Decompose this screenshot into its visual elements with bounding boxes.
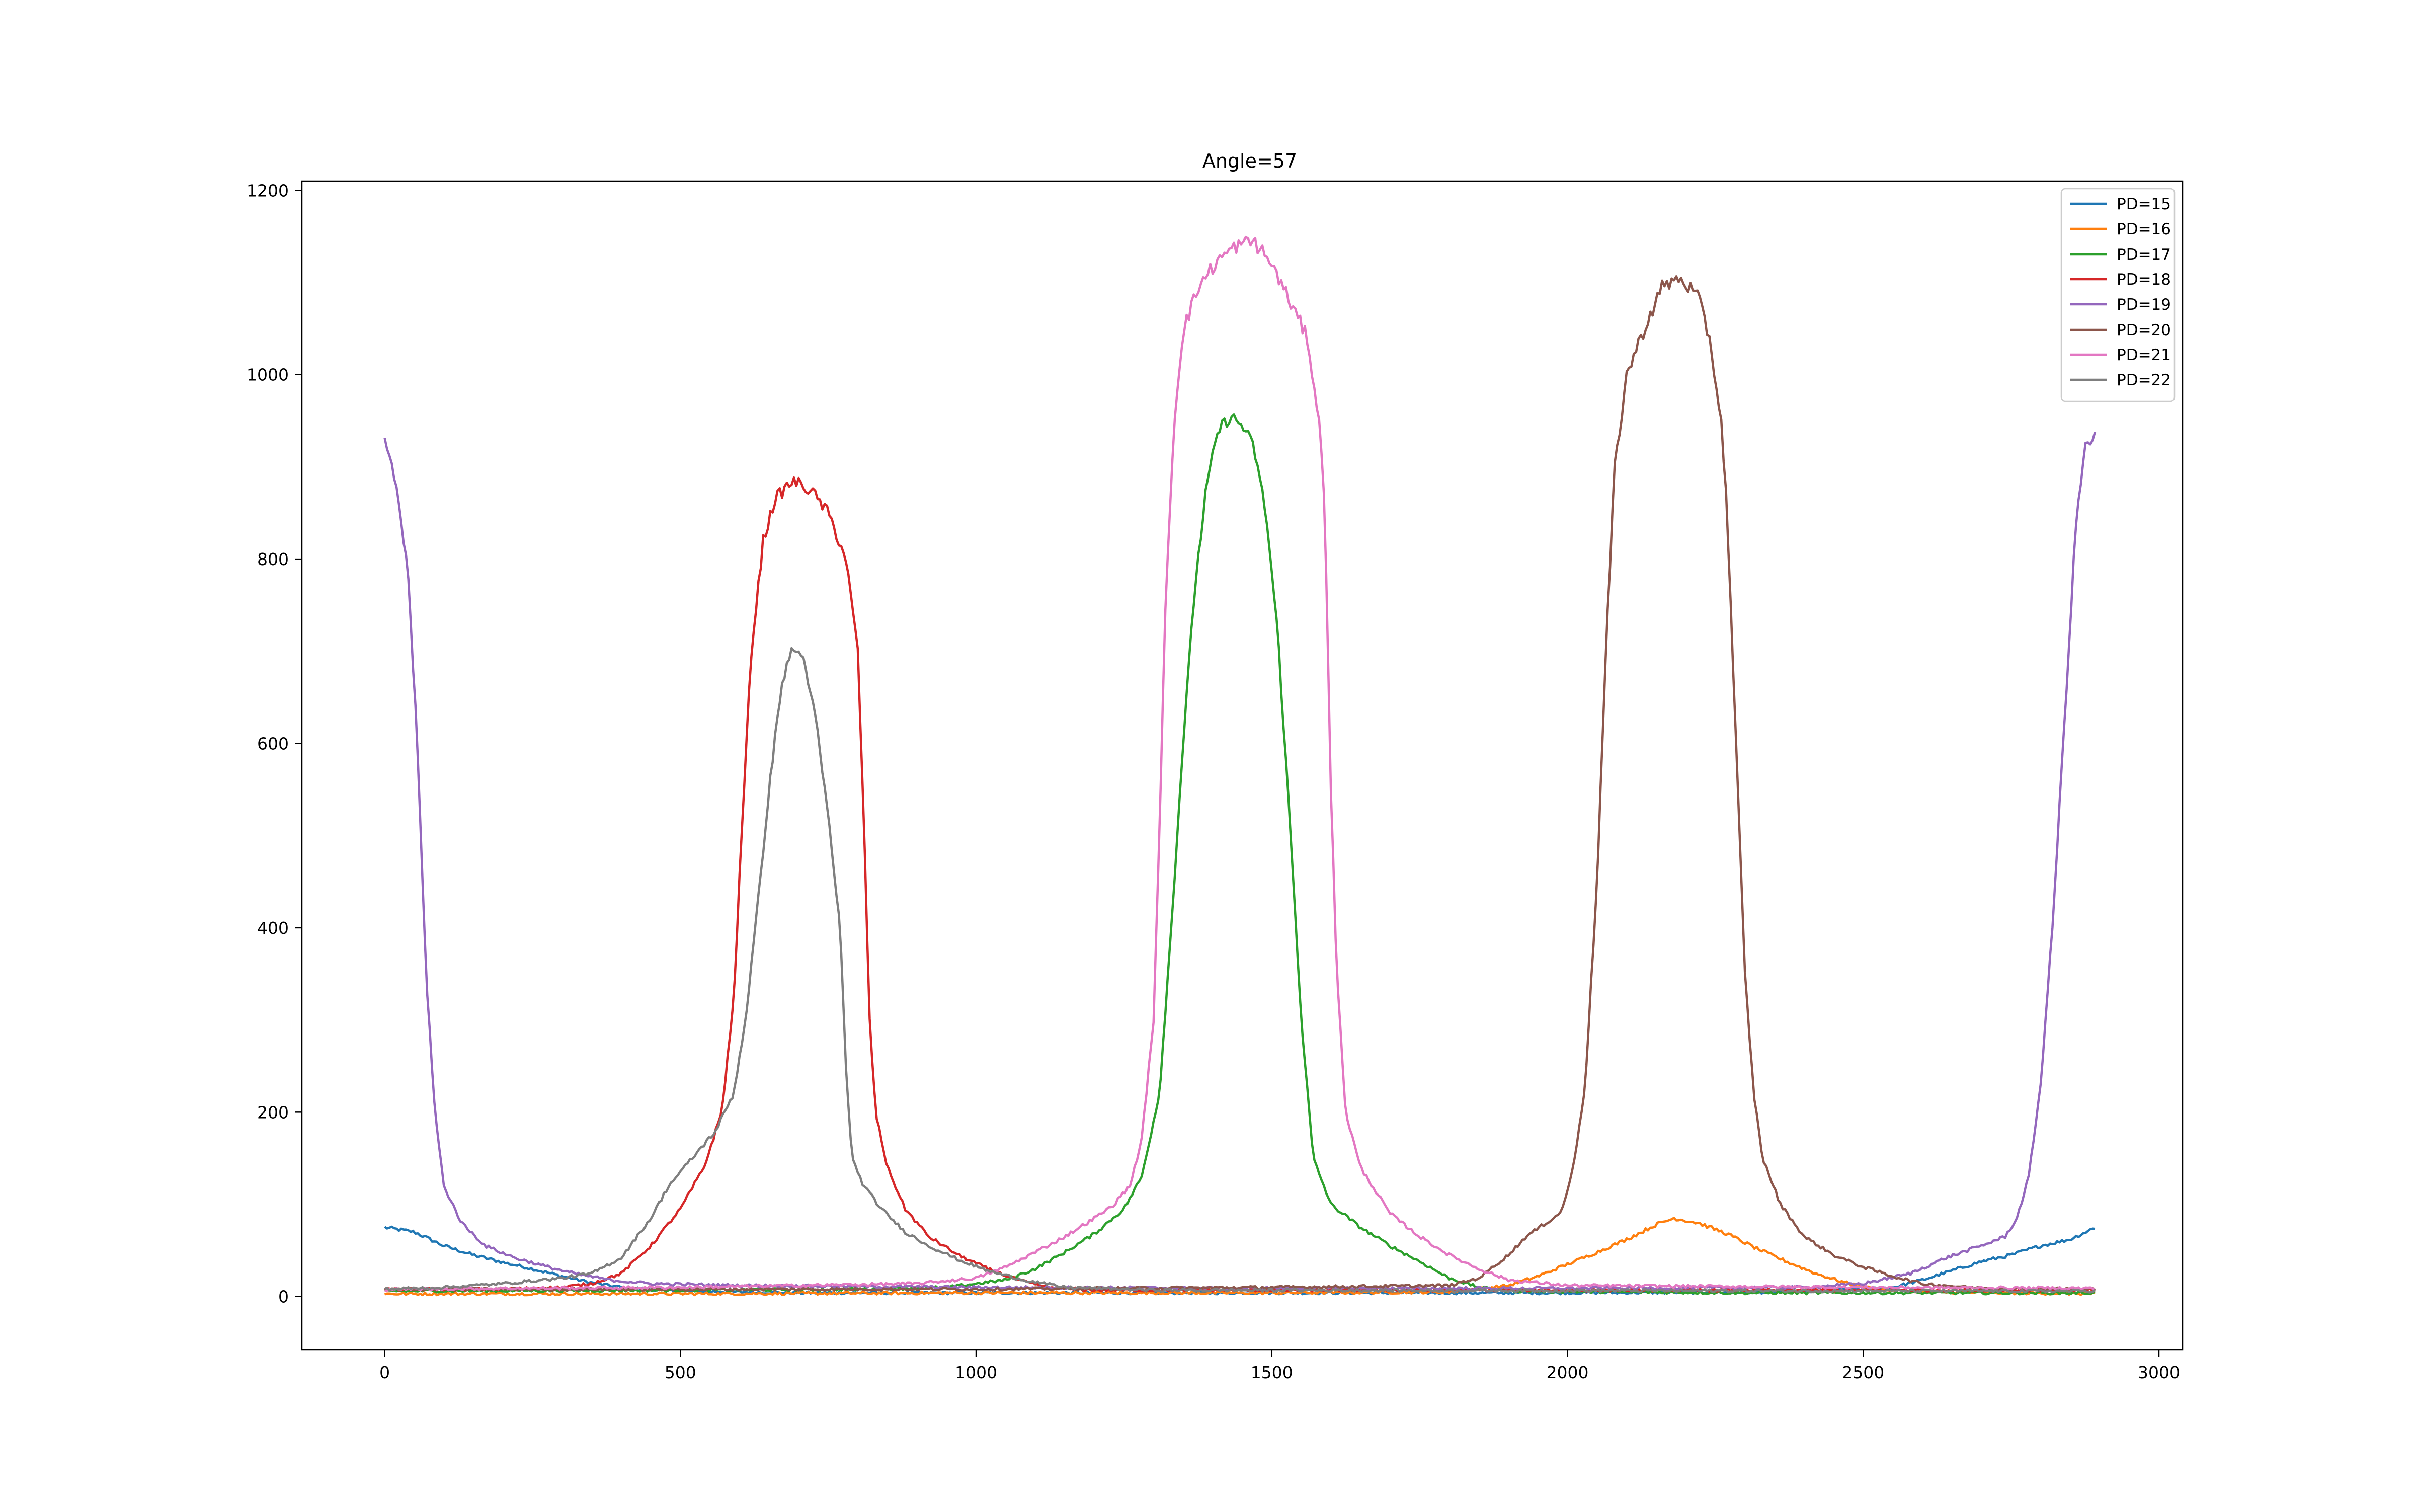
y-tick-label: 1000 [247, 365, 289, 385]
y-tick-label: 800 [257, 549, 289, 569]
y-tick-label: 600 [257, 734, 289, 754]
legend-label-pd-17: PD=17 [2117, 246, 2171, 264]
y-tick-label: 200 [257, 1102, 289, 1122]
legend-label-pd-19: PD=19 [2117, 296, 2171, 314]
legend-label-pd-16: PD=16 [2117, 220, 2171, 238]
chart-title: Angle=57 [1202, 150, 1297, 172]
x-tick-label: 2500 [1842, 1363, 1884, 1382]
legend-label-pd-20: PD=20 [2117, 321, 2171, 339]
y-tick-label: 400 [257, 918, 289, 938]
axes-frame [301, 180, 2184, 1351]
x-tick-label: 2000 [1547, 1363, 1589, 1382]
legend: PD=15 PD=16 PD=17 PD=18 PD=19 PD=20 PD=21 PD=22 [2060, 188, 2176, 402]
y-tick-label: 1200 [247, 181, 289, 200]
legend-box [2060, 188, 2176, 402]
legend-label-pd-15: PD=15 [2117, 195, 2171, 213]
x-tick-label: 1500 [1251, 1363, 1293, 1382]
legend-label-pd-21: PD=21 [2117, 346, 2171, 364]
x-tick-label: 0 [379, 1363, 390, 1382]
axes: 0 500 1000 1500 2000 2500 3000 0 200 400 600 800 100… [247, 180, 2184, 1382]
legend-label-pd-22: PD=22 [2117, 371, 2171, 389]
x-tick-label: 1000 [955, 1363, 997, 1382]
y-tick-label: 0 [278, 1287, 289, 1307]
series-line-pd-22 [384, 647, 2096, 1294]
plot-area [383, 235, 2097, 1297]
series-line-pd-16 [384, 1217, 2096, 1297]
legend-label-pd-18: PD=18 [2117, 271, 2171, 289]
series-line-pd-21 [384, 235, 2096, 1292]
x-tick-label: 500 [665, 1363, 696, 1382]
x-tick-label: 3000 [2138, 1363, 2180, 1382]
